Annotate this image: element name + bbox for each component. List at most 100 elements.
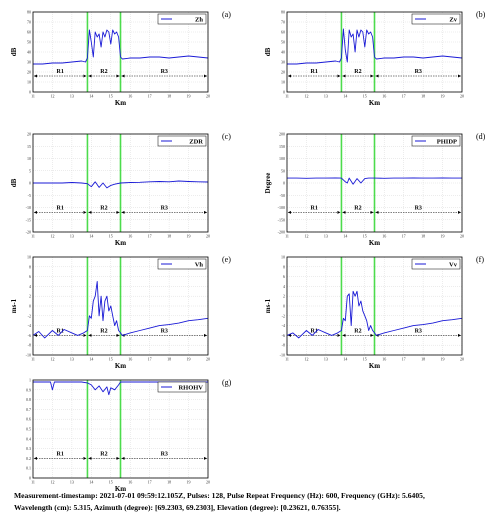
legend-box	[157, 381, 207, 393]
y-tick-label: 100	[279, 156, 285, 161]
x-tick-label: 14	[343, 94, 347, 99]
y-tick-label: 0	[283, 304, 285, 309]
panel-letter: (c)	[222, 132, 231, 141]
x-tick-label: 11	[285, 94, 289, 99]
x-tick-label: 18	[421, 234, 425, 239]
chart-panel-a: 11 12 13 14 15 16 17 18 19 20 0 10 20 30 40 50 60 70 80 R1 R…	[10, 10, 231, 108]
x-tick-label: 13	[70, 234, 74, 239]
y-tick-label: 0.8	[26, 397, 31, 402]
y-tick-label: 0	[283, 181, 285, 186]
x-tick-label: 20	[460, 234, 464, 239]
region-label: R2	[354, 69, 361, 75]
region-label: R2	[354, 328, 361, 334]
plot-frame	[32, 11, 209, 93]
arrow-head-left-icon	[375, 210, 379, 214]
region-label: R1	[311, 328, 318, 334]
data-series-line	[32, 281, 209, 339]
y-tick-label: 10	[281, 80, 285, 85]
y-tick-label: 0.7	[26, 407, 31, 412]
legend-label: Vv	[449, 261, 458, 268]
x-tick-label: 18	[167, 94, 171, 99]
arrow-head-left-icon	[34, 74, 37, 78]
chart-panel-f: 11 12 13 14 15 16 17 18 19 20 -10 -8 -6 -4 -2 0 2 4 6 8 10 R1…	[264, 255, 484, 371]
plot-frame	[286, 133, 463, 233]
legend-box	[411, 258, 461, 270]
arrow-head-left-icon	[121, 210, 125, 214]
x-tick-label: 17	[148, 234, 152, 239]
arrow-head-left-icon	[121, 74, 125, 78]
x-axis-label: Km	[115, 485, 126, 493]
x-tick-label: 11	[285, 357, 289, 362]
legend-label: Zv	[449, 16, 457, 23]
region-label: R1	[311, 69, 318, 75]
plot-frame	[286, 11, 463, 93]
arrow-head-left-icon	[288, 74, 291, 78]
y-tick-label: 0	[29, 90, 31, 95]
x-tick-label: 12	[50, 234, 54, 239]
arrow-head-left-icon	[34, 210, 37, 214]
arrow-head-right-icon	[337, 210, 341, 214]
x-tick-label: 11	[31, 480, 35, 485]
x-tick-label: 15	[109, 94, 113, 99]
y-tick-label: 40	[281, 50, 285, 55]
x-tick-label: 11	[285, 234, 289, 239]
arrow-head-right-icon	[370, 74, 374, 78]
region-label: R2	[100, 451, 107, 457]
x-tick-label: 12	[304, 94, 308, 99]
y-tick-label: 0	[283, 90, 285, 95]
legend-box	[157, 13, 207, 25]
x-tick-label: 12	[50, 357, 54, 362]
arrow-head-left-icon	[288, 210, 291, 214]
x-axis-label: Km	[369, 239, 380, 247]
panel-letter: (f)	[476, 255, 484, 264]
y-tick-label: -2	[282, 313, 285, 318]
chart-panel-e: 11 12 13 14 15 16 17 18 19 20 -10 -8 -6 -4 -2 0 2 4 6 8 10 R1…	[10, 255, 231, 371]
x-tick-label: 14	[89, 94, 93, 99]
arrow-head-right-icon	[204, 333, 207, 337]
y-tick-label: 8	[29, 264, 31, 269]
x-tick-label: 20	[206, 234, 210, 239]
arrow-head-right-icon	[83, 210, 87, 214]
x-tick-label: 19	[187, 357, 191, 362]
y-tick-label: 40	[27, 50, 31, 55]
legend-label: RHOHV	[178, 384, 203, 391]
region-label: R1	[57, 69, 64, 75]
x-tick-label: 16	[382, 94, 386, 99]
region-label: R3	[415, 69, 422, 75]
x-tick-label: 18	[421, 357, 425, 362]
y-tick-label: 2	[283, 294, 285, 299]
arrow-head-right-icon	[116, 456, 120, 460]
y-tick-label: 10	[27, 80, 31, 85]
legend-box	[157, 135, 207, 147]
x-tick-label: 17	[148, 94, 152, 99]
x-tick-label: 15	[109, 357, 113, 362]
x-tick-label: 16	[382, 357, 386, 362]
panel-letter: (g)	[222, 378, 232, 387]
region-label: R3	[415, 205, 422, 211]
y-tick-label: 0.3	[26, 446, 31, 451]
y-tick-label: 0	[29, 304, 31, 309]
x-tick-label: 12	[50, 94, 54, 99]
x-tick-label: 19	[441, 234, 445, 239]
x-tick-label: 18	[167, 357, 171, 362]
panel-letter: (e)	[222, 255, 231, 264]
region-label: R3	[161, 69, 168, 75]
y-tick-label: 30	[281, 60, 285, 65]
chart-panel-g: 11 12 13 14 15 16 17 18 19 20 0 0.1 0.2 0.3 0.4 0.5 0.6 0…	[26, 378, 232, 494]
y-tick-label: 10	[27, 156, 31, 161]
y-tick-label: -200	[278, 230, 285, 235]
chart-panel-b: 11 12 13 14 15 16 17 18 19 20 0 10 20 30 40 50 60 70 80 R1 R…	[264, 10, 486, 108]
x-tick-label: 20	[206, 357, 210, 362]
y-tick-label: -150	[278, 217, 285, 222]
x-tick-label: 18	[167, 480, 171, 485]
x-tick-label: 16	[128, 357, 132, 362]
arrow-head-right-icon	[83, 74, 87, 78]
region-label: R3	[161, 328, 168, 334]
y-tick-label: 60	[281, 30, 285, 35]
arrow-head-left-icon	[88, 456, 92, 460]
x-axis-label: Km	[369, 362, 380, 370]
x-tick-label: 11	[31, 94, 35, 99]
legend-label: Zh	[195, 16, 203, 23]
arrow-head-right-icon	[370, 333, 374, 337]
